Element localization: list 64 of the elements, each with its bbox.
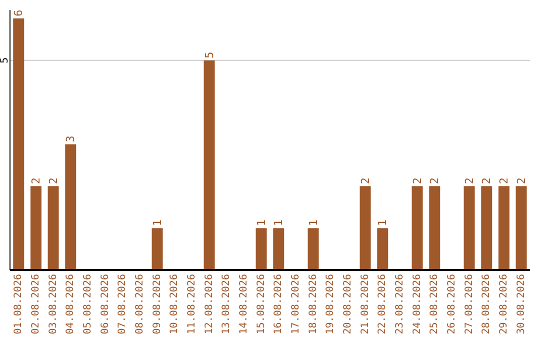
- x-tick-label: 29.08.2026: [498, 274, 510, 334]
- x-tick-label: 19.08.2026: [325, 274, 336, 334]
- x-tick-label: 11.08.2026: [186, 274, 198, 334]
- x-tick-label: 10.08.2026: [169, 274, 180, 334]
- bar: [360, 186, 371, 270]
- data-label: 2: [428, 178, 442, 184]
- bar: [308, 228, 319, 270]
- data-label: 6: [12, 10, 26, 16]
- x-tick-label: 28.08.2026: [481, 274, 492, 334]
- x-tick-label: 05.08.2026: [82, 274, 94, 334]
- data-label: 2: [358, 178, 372, 184]
- bar: [204, 60, 215, 270]
- x-tick-label: 15.08.2026: [256, 274, 267, 334]
- data-label: 2: [480, 178, 494, 184]
- bar: [152, 228, 163, 270]
- x-tick-label: 12.08.2026: [204, 274, 215, 334]
- bar: [412, 186, 423, 270]
- x-tick-label: 27.08.2026: [464, 274, 475, 334]
- bar: [464, 186, 475, 270]
- bar: [498, 186, 510, 270]
- data-label: 2: [410, 178, 424, 184]
- bar: [429, 186, 440, 270]
- bar: [377, 228, 388, 270]
- x-tick-label: 03.08.2026: [48, 274, 59, 334]
- x-tick-label: 23.08.2026: [394, 274, 406, 334]
- bar: [65, 144, 76, 270]
- x-tick-label: 16.08.2026: [273, 274, 284, 334]
- data-label: 5: [202, 52, 216, 58]
- x-tick-label: 25.08.2026: [429, 274, 440, 334]
- data-label: 2: [46, 178, 60, 184]
- x-tick-label: 13.08.2026: [221, 274, 232, 334]
- x-tick-label: 30.08.2026: [516, 274, 527, 334]
- x-tick-label: 01.08.2026: [13, 274, 24, 334]
- data-label: 2: [514, 178, 528, 184]
- x-tick-label: 21.08.2026: [360, 274, 371, 334]
- bar: [13, 18, 24, 270]
- data-label: 1: [306, 219, 320, 226]
- x-tick-label: 07.08.2026: [117, 274, 128, 334]
- x-tick-label: 18.08.2026: [308, 274, 319, 334]
- x-tick-label: 24.08.2026: [412, 274, 423, 334]
- data-label: 3: [64, 136, 78, 142]
- data-label: 1: [150, 219, 164, 226]
- data-label: 2: [497, 178, 510, 184]
- data-label: 2: [29, 178, 42, 184]
- x-tick-label: 09.08.2026: [152, 274, 163, 334]
- data-label: 1: [272, 219, 286, 226]
- bar: [273, 228, 284, 270]
- x-tick-label: 26.08.2026: [446, 274, 458, 334]
- bar: [481, 186, 492, 270]
- data-label: 2: [462, 178, 476, 184]
- bar: [48, 186, 59, 270]
- bar: [256, 228, 267, 270]
- x-tick-label: 22.08.2026: [377, 274, 388, 334]
- bar: [30, 186, 42, 270]
- data-label: 1: [376, 219, 390, 226]
- x-tick-label: 17.08.2026: [290, 274, 302, 334]
- x-tick-label: 04.08.2026: [65, 274, 76, 334]
- x-tick-label: 02.08.2026: [30, 274, 42, 334]
- x-tick-label: 20.08.2026: [342, 274, 354, 334]
- x-tick-label: 14.08.2026: [238, 274, 250, 334]
- x-tick-label: 06.08.2026: [100, 274, 111, 334]
- data-label: 1: [254, 219, 268, 226]
- x-tick-label: 08.08.2026: [134, 274, 146, 334]
- bar: [516, 186, 527, 270]
